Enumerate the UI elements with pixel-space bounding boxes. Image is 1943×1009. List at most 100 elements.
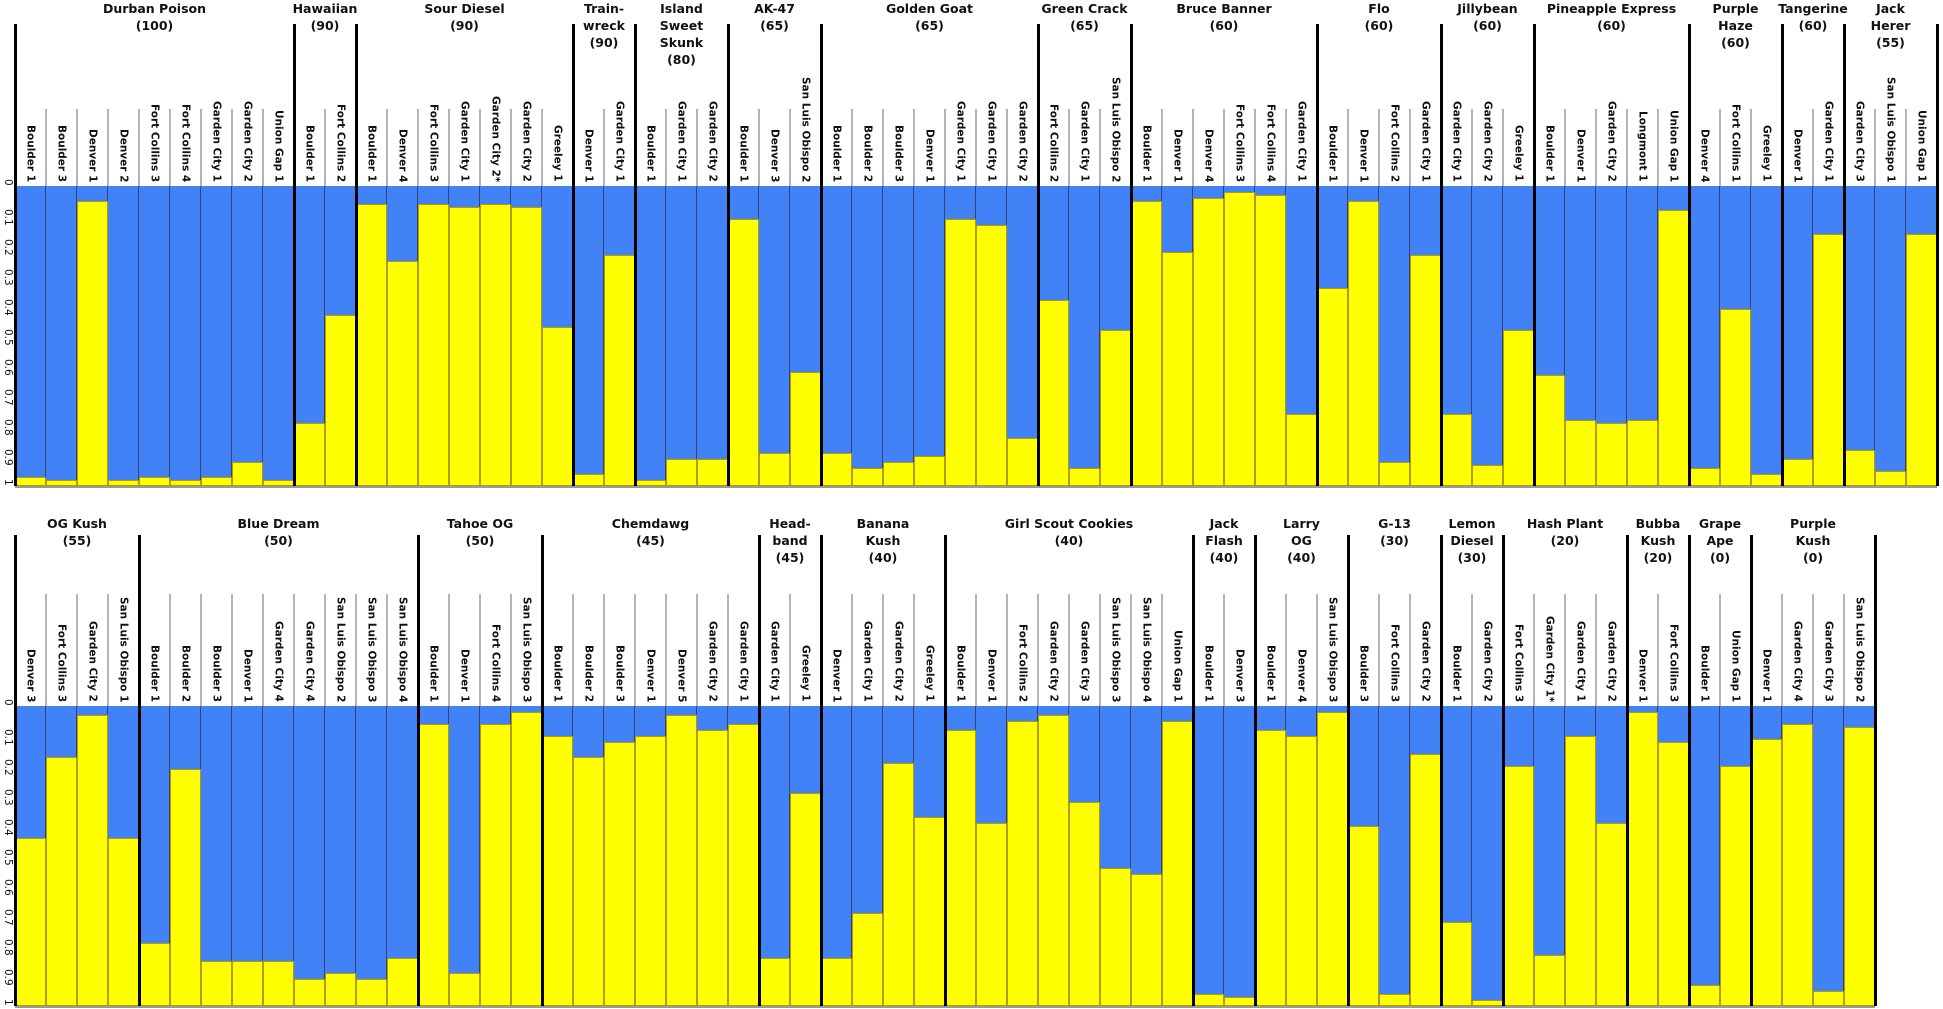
sample-label: Garden City 1 [1410, 101, 1441, 186]
yellow-cluster-segment [15, 838, 46, 1006]
sample-name: Boulder 1 [1140, 124, 1153, 182]
group-title: Durban Poison (100) [3, 0, 306, 34]
sample-name: Boulder 3 [892, 124, 905, 182]
yellow-cluster-segment [1565, 736, 1596, 1006]
sample-label: San Luis Obispo 3 [1317, 594, 1348, 706]
group-title: Island Sweet Skunk (80) [623, 0, 740, 68]
sample-label: Denver 1 [449, 594, 480, 706]
yellow-cluster-segment [418, 204, 449, 486]
yellow-cluster-segment [1875, 471, 1906, 486]
yellow-cluster-segment [635, 736, 666, 1006]
sample-divider [1502, 109, 1504, 186]
yellow-cluster-segment [914, 456, 945, 486]
blue-cluster-segment [480, 186, 511, 204]
sample-label: Boulder 1 [728, 109, 759, 186]
sample-divider [169, 594, 171, 706]
yellow-cluster-segment [1472, 465, 1503, 486]
group-name-line: Pineapple Express [1546, 1, 1677, 16]
sample-bar [1007, 186, 1038, 486]
yellow-cluster-segment [1317, 288, 1348, 486]
sample-divider [696, 109, 698, 186]
sample-name: Fort Collins 3 [1388, 623, 1401, 702]
blue-cluster-segment [511, 186, 542, 207]
sample-label: Denver 1 [1627, 594, 1658, 706]
sample-name: Union Gap 1 [272, 109, 285, 182]
sample-bar [108, 186, 139, 486]
sample-bar [728, 186, 759, 486]
sample-label: Longmont 1 [1627, 109, 1658, 186]
sample-bar [1255, 186, 1286, 486]
group-separator [1626, 535, 1629, 1006]
blue-cluster-segment [139, 186, 170, 477]
yellow-cluster-segment [1131, 201, 1162, 486]
blue-cluster-segment [1131, 186, 1162, 201]
group-separator [1781, 24, 1784, 486]
sample-label: Garden City 1 [759, 594, 790, 706]
blue-cluster-segment [356, 706, 387, 979]
blue-cluster-segment [15, 186, 46, 477]
yellow-cluster-segment [294, 423, 325, 486]
sample-label: San Luis Obispo 4 [1131, 594, 1162, 706]
group-count: (60) [1473, 18, 1502, 33]
population-group: Flo (60) Boulder 1 Denver 1 Fort Collins 2 Ga… [1316, 0, 1441, 486]
sample-label: Garden City 2 [1472, 594, 1503, 706]
population-group: Tahoe OG (50) Boulder 1 Denver 1 Fort Collin… [417, 515, 542, 1006]
sample-label: Fort Collins 3 [1379, 594, 1410, 706]
yellow-cluster-segment [759, 453, 790, 486]
sample-divider [448, 594, 450, 706]
sample-label: Garden City 2 [1596, 101, 1627, 186]
sample-name: Denver 1 [1636, 648, 1649, 702]
yellow-cluster-segment [1534, 375, 1565, 486]
sample-label: Union Gap 1 [1720, 594, 1751, 706]
blue-cluster-segment [945, 706, 976, 730]
group-title: Jack Flash (40) [1181, 515, 1267, 566]
sample-bar [356, 706, 387, 1006]
sample-label: Boulder 1 [139, 594, 170, 706]
sample-name: Denver 4 [1698, 128, 1711, 182]
sample-label: Garden City 1 [604, 101, 635, 186]
group-title: OG Kush (55) [3, 515, 151, 549]
group-title: Flo (60) [1305, 0, 1453, 34]
group-count: (50) [465, 533, 495, 548]
yellow-cluster-segment [697, 730, 728, 1006]
sample-name: Fort Collins 2 [334, 103, 347, 182]
sample-bar [1782, 706, 1813, 1006]
blue-cluster-segment [883, 186, 914, 462]
sample-label: Fort Collins 4 [480, 594, 511, 706]
yellow-cluster-segment [1255, 730, 1286, 1006]
sample-label: Boulder 1 [635, 109, 666, 186]
population-group: Train-wreck (90) Denver 1 Garden City 1 [572, 0, 635, 486]
yellow-cluster-segment [1224, 997, 1255, 1006]
sample-bar [1596, 706, 1627, 1006]
sample-bar [1224, 186, 1255, 486]
sample-bar [1410, 186, 1441, 486]
sample-name: Garden City 4 [272, 621, 285, 702]
sample-divider [851, 109, 853, 186]
yellow-cluster-segment [604, 255, 635, 486]
blue-cluster-segment [1410, 706, 1441, 754]
blue-cluster-segment [976, 186, 1007, 225]
y-tick-label: 0.9 [2, 449, 14, 466]
population-group: Larry OG (40) Boulder 1 Denver 4 San Luis Obi… [1254, 515, 1348, 1006]
yellow-cluster-segment [170, 480, 201, 486]
sample-label: Denver 3 [759, 109, 790, 186]
blue-cluster-segment [1751, 186, 1782, 474]
y-tick-label: 0.7 [2, 389, 14, 406]
blue-cluster-segment [1348, 706, 1379, 826]
blue-cluster-segment [108, 186, 139, 480]
blue-cluster-segment [1379, 706, 1410, 994]
yellow-cluster-segment [1720, 766, 1751, 1006]
group-separator [1316, 24, 1319, 486]
group-count: (65) [760, 18, 789, 33]
blue-cluster-segment [914, 186, 945, 456]
group-name-line: OG Kush [47, 516, 107, 531]
sample-divider [1347, 109, 1349, 186]
blue-cluster-segment [883, 706, 914, 763]
sample-name: Garden City 1 [1295, 101, 1308, 182]
sample-label: Fort Collins 4 [170, 104, 201, 186]
sample-name: Fort Collins 3 [1667, 623, 1680, 702]
sample-divider [1006, 109, 1008, 186]
sample-name: Garden City 1 [1078, 101, 1091, 182]
sample-name: Garden City 1 [458, 101, 471, 182]
sample-bar [511, 706, 542, 1006]
